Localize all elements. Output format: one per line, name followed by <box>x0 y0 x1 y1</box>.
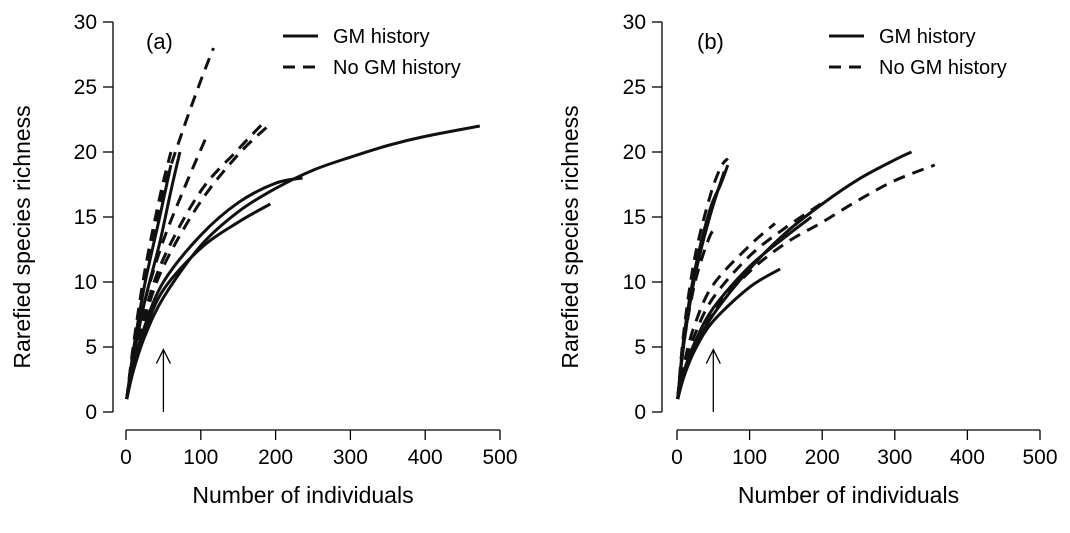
x-tick-label: 200 <box>258 446 293 469</box>
legend-label: GM history <box>879 26 976 48</box>
curve-no-gm-6 <box>676 222 776 400</box>
panel-label: (b) <box>697 29 724 54</box>
x-tick-label: 200 <box>805 446 840 469</box>
x-tick-label: 100 <box>183 446 218 469</box>
y-tick-label: 30 <box>623 11 646 34</box>
y-axis-title: Rarefied species richness <box>9 105 35 368</box>
legend-label: No GM history <box>879 57 1007 79</box>
curve-no-gm-5 <box>125 47 215 400</box>
curve-no-gm-9 <box>676 228 718 400</box>
curve-no-gm-6 <box>125 151 173 400</box>
x-tick-label: 0 <box>120 446 132 469</box>
y-tick-label: 10 <box>74 271 97 294</box>
curve-gm-2 <box>676 215 813 400</box>
curve-gm-4 <box>125 164 173 400</box>
curve-gm-0 <box>125 124 481 400</box>
x-tick-label: 400 <box>950 446 985 469</box>
y-tick-label: 0 <box>634 401 646 424</box>
x-tick-label: 0 <box>671 446 683 469</box>
legend-label: GM history <box>333 26 430 48</box>
curve-no-gm-8 <box>125 122 264 400</box>
x-tick-label: 100 <box>732 446 767 469</box>
y-tick-label: 0 <box>85 401 97 424</box>
y-tick-label: 15 <box>74 206 97 229</box>
y-tick-label: 30 <box>74 11 97 34</box>
y-tick-label: 15 <box>623 206 646 229</box>
arrow-head-icon <box>155 348 171 364</box>
x-tick-label: 300 <box>333 446 368 469</box>
curve-no-gm-5 <box>676 163 936 400</box>
x-tick-label: 300 <box>877 446 912 469</box>
y-tick-label: 5 <box>85 336 97 359</box>
y-tick-label: 25 <box>74 76 97 99</box>
x-axis-title: Number of individuals <box>738 482 959 508</box>
x-tick-label: 500 <box>482 446 517 469</box>
y-tick-label: 10 <box>623 271 646 294</box>
y-tick-label: 25 <box>623 76 646 99</box>
curve-gm-1 <box>125 176 303 400</box>
x-axis-title: Number of individuals <box>192 482 413 508</box>
x-tick-label: 400 <box>408 446 443 469</box>
legend-label: No GM history <box>333 57 461 79</box>
curve-no-gm-7 <box>676 202 822 400</box>
x-tick-label: 500 <box>1022 446 1057 469</box>
y-axis-title: Rarefied species richness <box>557 105 583 368</box>
panel-label: (a) <box>146 29 173 54</box>
y-tick-label: 20 <box>74 141 97 164</box>
y-tick-label: 5 <box>634 336 646 359</box>
y-tick-label: 20 <box>623 141 646 164</box>
arrow-head-icon <box>705 348 721 364</box>
